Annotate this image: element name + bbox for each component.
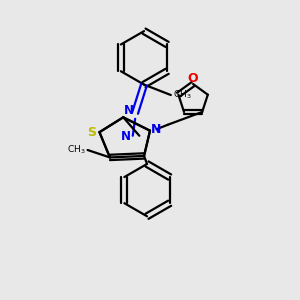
Text: N: N — [121, 130, 131, 143]
Text: CH$_3$: CH$_3$ — [173, 89, 192, 101]
Text: N: N — [124, 104, 134, 117]
Text: O: O — [188, 72, 198, 85]
Text: CH$_3$: CH$_3$ — [67, 143, 85, 156]
Text: N: N — [152, 123, 162, 136]
Text: S: S — [88, 126, 97, 139]
